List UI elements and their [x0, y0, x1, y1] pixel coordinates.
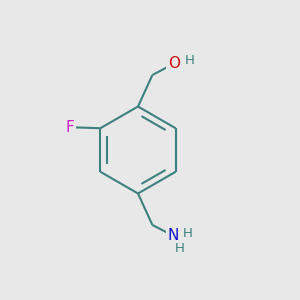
Text: F: F [66, 120, 75, 135]
Text: O: O [168, 56, 180, 71]
Text: H: H [183, 226, 193, 240]
Text: N: N [167, 228, 178, 243]
Text: H: H [175, 242, 184, 255]
Text: H: H [185, 53, 194, 67]
